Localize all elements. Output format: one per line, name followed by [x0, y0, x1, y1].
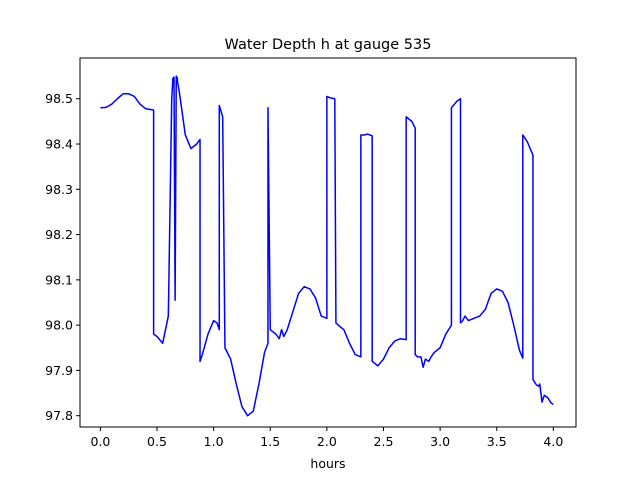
series-layer [100, 75, 554, 417]
series-line-0 [100, 75, 554, 417]
x-tick-label: 0.0 [90, 434, 110, 449]
x-axis-ticks: 0.0 0.5 1.0 1.5 2.0 2.5 3.0 3.5 4.0 [90, 427, 563, 449]
plot-area [79, 57, 577, 428]
y-tick-label: 98.4 [45, 137, 73, 152]
y-tick-label: 98.1 [45, 272, 73, 287]
x-tick-label: 4.0 [543, 434, 563, 449]
x-tick-label: 3.0 [430, 434, 450, 449]
x-tick-label: 2.0 [317, 434, 337, 449]
y-tick-label: 98.5 [45, 91, 73, 106]
y-tick-label: 97.8 [45, 408, 73, 423]
y-tick-label: 98.2 [45, 227, 73, 242]
x-tick-label: 3.5 [487, 434, 507, 449]
x-tick-label: 2.5 [374, 434, 394, 449]
y-tick-label: 98.3 [45, 182, 73, 197]
y-axis-ticks: 97.8 97.9 98.0 98.1 98.2 98.3 98.4 98.5 [45, 91, 80, 423]
x-tick-label: 1.5 [260, 434, 280, 449]
y-tick-label: 98.0 [45, 318, 73, 333]
y-tick-label: 97.9 [45, 363, 73, 378]
x-axis-label: hours [310, 456, 345, 471]
chart-title: Water Depth h at gauge 535 [225, 37, 432, 53]
axes-frame [79, 57, 577, 428]
x-tick-label: 1.0 [204, 434, 224, 449]
x-tick-label: 0.5 [147, 434, 167, 449]
